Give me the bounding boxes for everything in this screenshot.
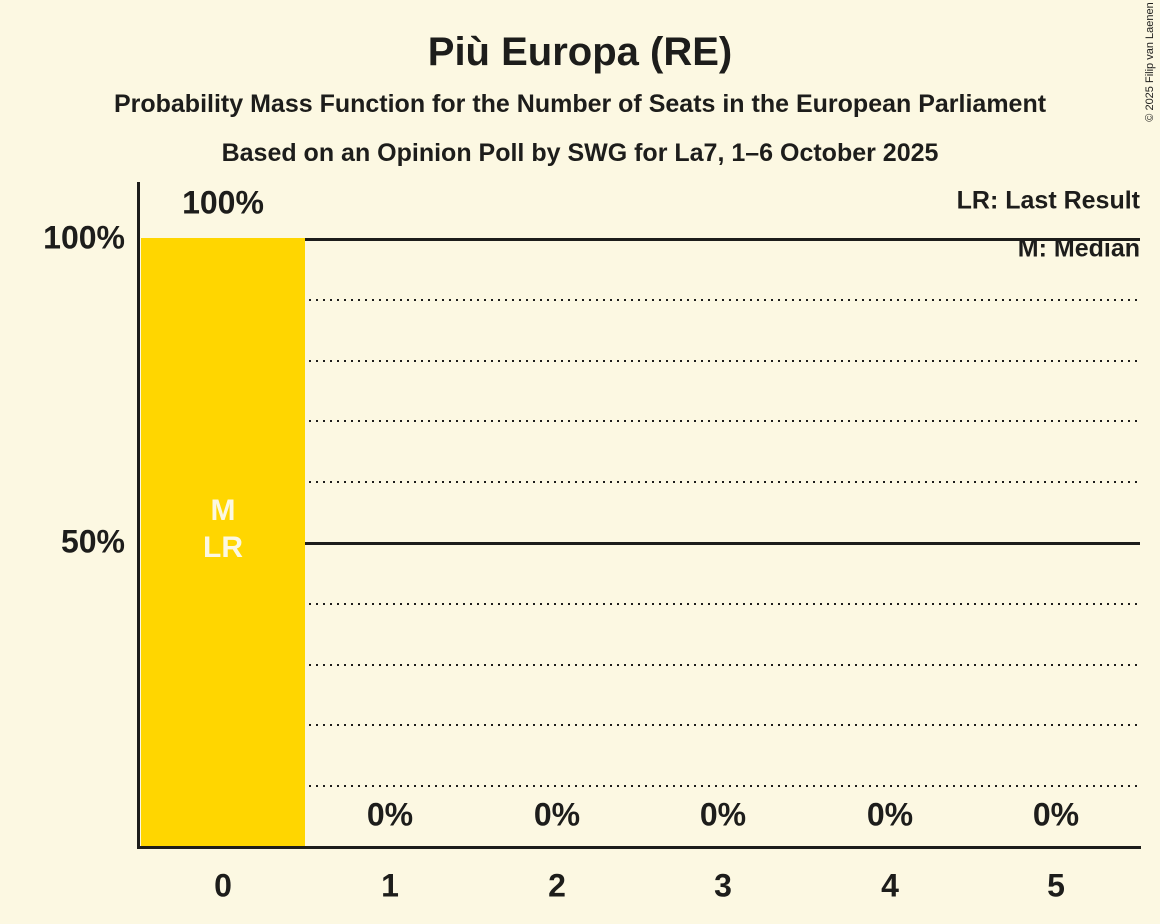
y-axis-label-100: 100% <box>43 219 125 256</box>
value-label-seat-4: 0% <box>866 796 914 833</box>
x-tick-3: 3 <box>714 867 732 904</box>
bar-annotation-labels: M LR <box>203 492 243 566</box>
x-tick-4: 4 <box>881 867 899 904</box>
copyright-notice: © 2025 Filip van Laenen <box>1144 2 1156 122</box>
gridline-50 <box>141 542 1140 545</box>
value-label-seat-3: 0% <box>699 796 747 833</box>
bar-seat-0 <box>141 238 305 846</box>
x-tick-0: 0 <box>214 867 232 904</box>
value-label-seat-1: 0% <box>366 796 414 833</box>
gridline-90 <box>141 299 1140 301</box>
last-result-marker: LR <box>203 531 243 564</box>
chart-poll-note: Based on an Opinion Poll by SWG for La7,… <box>221 139 939 167</box>
value-label-seat-2: 0% <box>533 796 581 833</box>
gridline-70 <box>141 420 1140 422</box>
gridline-40 <box>141 603 1140 605</box>
y-axis-line <box>137 182 140 849</box>
gridline-30 <box>141 664 1140 666</box>
y-axis-label-50: 50% <box>60 523 125 560</box>
chart-subtitle: Probability Mass Function for the Number… <box>113 90 1047 118</box>
gridline-20 <box>141 724 1140 726</box>
gridline-60 <box>141 481 1140 483</box>
x-axis-line <box>137 846 1141 849</box>
x-tick-2: 2 <box>548 867 566 904</box>
value-label-seat-0: 100% <box>182 184 264 221</box>
gridline-100 <box>141 238 1140 241</box>
x-tick-1: 1 <box>381 867 399 904</box>
gridline-80 <box>141 360 1140 362</box>
legend-last-result: LR: Last Result <box>956 186 1140 215</box>
x-tick-5: 5 <box>1047 867 1065 904</box>
page-title: Più Europa (RE) <box>427 30 733 74</box>
value-label-seat-5: 0% <box>1032 796 1080 833</box>
median-marker: M <box>210 494 236 527</box>
gridline-10 <box>141 785 1140 787</box>
